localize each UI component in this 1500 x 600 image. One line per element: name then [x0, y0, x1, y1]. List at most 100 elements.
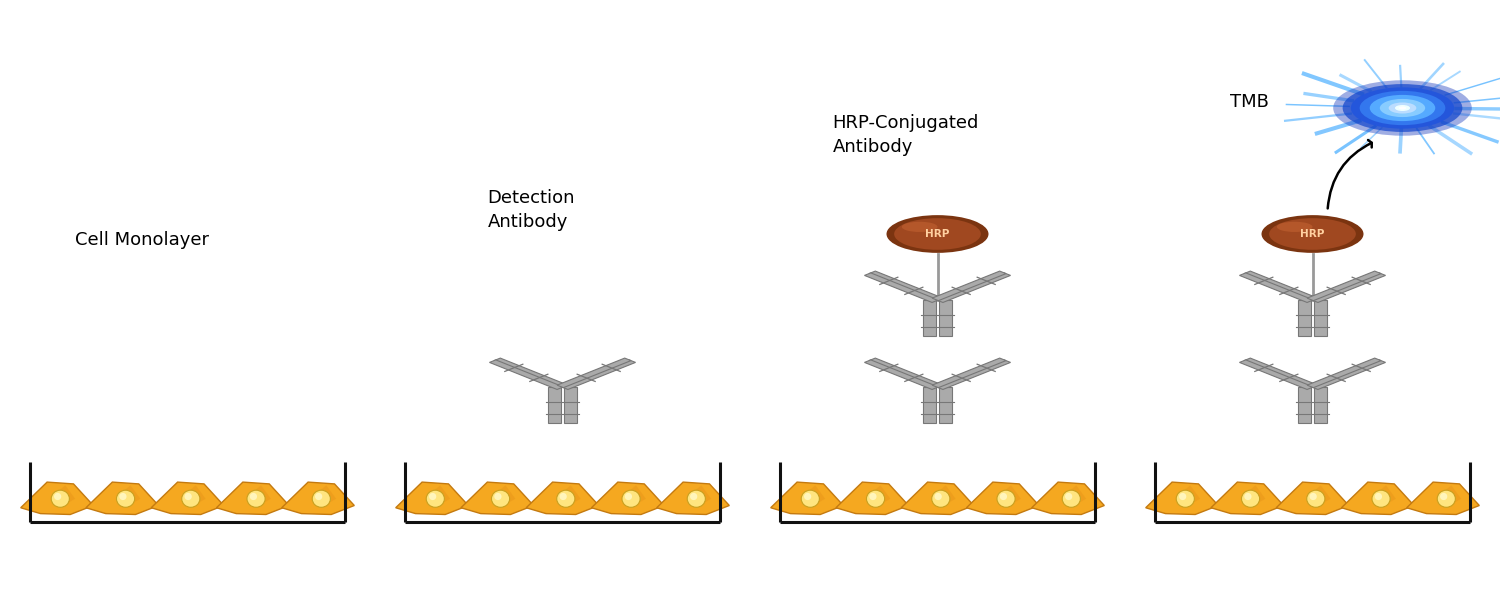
Polygon shape: [489, 360, 564, 389]
Polygon shape: [1239, 360, 1314, 389]
Ellipse shape: [315, 493, 322, 500]
Polygon shape: [1306, 358, 1382, 388]
Polygon shape: [1242, 485, 1266, 505]
Polygon shape: [1314, 300, 1326, 336]
Polygon shape: [591, 482, 664, 514]
Polygon shape: [117, 485, 141, 505]
Polygon shape: [314, 485, 336, 505]
Polygon shape: [933, 485, 956, 505]
Polygon shape: [216, 482, 290, 514]
Polygon shape: [936, 273, 1011, 302]
Ellipse shape: [1440, 493, 1448, 500]
Polygon shape: [1306, 271, 1382, 301]
Polygon shape: [932, 358, 1007, 388]
Polygon shape: [460, 482, 534, 514]
Ellipse shape: [560, 493, 567, 500]
Ellipse shape: [1065, 493, 1072, 500]
Ellipse shape: [1376, 493, 1382, 500]
Ellipse shape: [1276, 222, 1312, 232]
Polygon shape: [924, 300, 936, 336]
Polygon shape: [1438, 485, 1461, 505]
Polygon shape: [1032, 482, 1104, 514]
Ellipse shape: [1062, 490, 1080, 508]
Ellipse shape: [1395, 105, 1410, 111]
Polygon shape: [492, 485, 516, 505]
Ellipse shape: [184, 493, 192, 500]
Ellipse shape: [622, 490, 640, 508]
Polygon shape: [1276, 482, 1348, 514]
Ellipse shape: [1176, 490, 1194, 508]
Polygon shape: [1178, 485, 1200, 505]
Polygon shape: [1299, 388, 1311, 423]
Polygon shape: [86, 482, 159, 514]
Polygon shape: [282, 482, 354, 514]
Polygon shape: [1210, 482, 1284, 514]
Ellipse shape: [886, 215, 989, 253]
Polygon shape: [1064, 485, 1086, 505]
Text: Detection
Antibody: Detection Antibody: [488, 189, 574, 231]
Ellipse shape: [801, 490, 819, 508]
Polygon shape: [1314, 388, 1326, 423]
Polygon shape: [556, 358, 632, 388]
Text: HRP-Conjugated
Antibody: HRP-Conjugated Antibody: [833, 114, 980, 156]
Text: HRP: HRP: [1300, 229, 1324, 239]
Ellipse shape: [1269, 218, 1356, 250]
Polygon shape: [939, 388, 951, 423]
Ellipse shape: [117, 490, 135, 508]
Ellipse shape: [1242, 490, 1260, 508]
Ellipse shape: [426, 490, 444, 508]
Ellipse shape: [932, 490, 950, 508]
Ellipse shape: [495, 493, 501, 500]
Ellipse shape: [54, 493, 62, 500]
Polygon shape: [657, 482, 729, 514]
Ellipse shape: [1342, 84, 1462, 132]
Ellipse shape: [1359, 91, 1446, 125]
Ellipse shape: [894, 218, 981, 250]
Ellipse shape: [1245, 493, 1251, 500]
Ellipse shape: [429, 493, 436, 500]
Ellipse shape: [251, 493, 257, 500]
Polygon shape: [1372, 485, 1396, 505]
Text: Cell Monolayer: Cell Monolayer: [75, 231, 209, 249]
Polygon shape: [688, 485, 711, 505]
Ellipse shape: [870, 493, 876, 500]
Ellipse shape: [1380, 99, 1425, 117]
Polygon shape: [1146, 482, 1218, 514]
Polygon shape: [1299, 300, 1311, 336]
Ellipse shape: [120, 493, 126, 500]
Ellipse shape: [934, 493, 942, 500]
Polygon shape: [936, 360, 1011, 389]
Polygon shape: [864, 273, 939, 302]
Ellipse shape: [1398, 106, 1407, 110]
Polygon shape: [1341, 482, 1414, 514]
Ellipse shape: [182, 490, 200, 508]
Ellipse shape: [1370, 95, 1436, 121]
Polygon shape: [396, 482, 468, 514]
Ellipse shape: [1437, 490, 1455, 508]
Polygon shape: [1407, 482, 1479, 514]
Polygon shape: [526, 482, 598, 514]
Polygon shape: [1244, 271, 1318, 301]
Polygon shape: [622, 485, 646, 505]
Polygon shape: [1239, 273, 1314, 302]
Ellipse shape: [1352, 88, 1454, 128]
Ellipse shape: [902, 222, 938, 232]
Ellipse shape: [804, 493, 812, 500]
Ellipse shape: [51, 490, 69, 508]
Polygon shape: [868, 358, 944, 388]
Polygon shape: [771, 482, 843, 514]
Polygon shape: [561, 360, 636, 389]
Polygon shape: [248, 485, 272, 505]
Polygon shape: [427, 485, 450, 505]
Ellipse shape: [248, 490, 266, 508]
Polygon shape: [21, 482, 93, 514]
Polygon shape: [998, 485, 1022, 505]
Polygon shape: [867, 485, 891, 505]
Polygon shape: [868, 271, 944, 301]
Polygon shape: [836, 482, 909, 514]
Polygon shape: [1244, 358, 1318, 388]
Ellipse shape: [1262, 215, 1364, 253]
Ellipse shape: [1389, 103, 1416, 113]
Polygon shape: [1311, 273, 1386, 302]
Ellipse shape: [1000, 493, 1006, 500]
